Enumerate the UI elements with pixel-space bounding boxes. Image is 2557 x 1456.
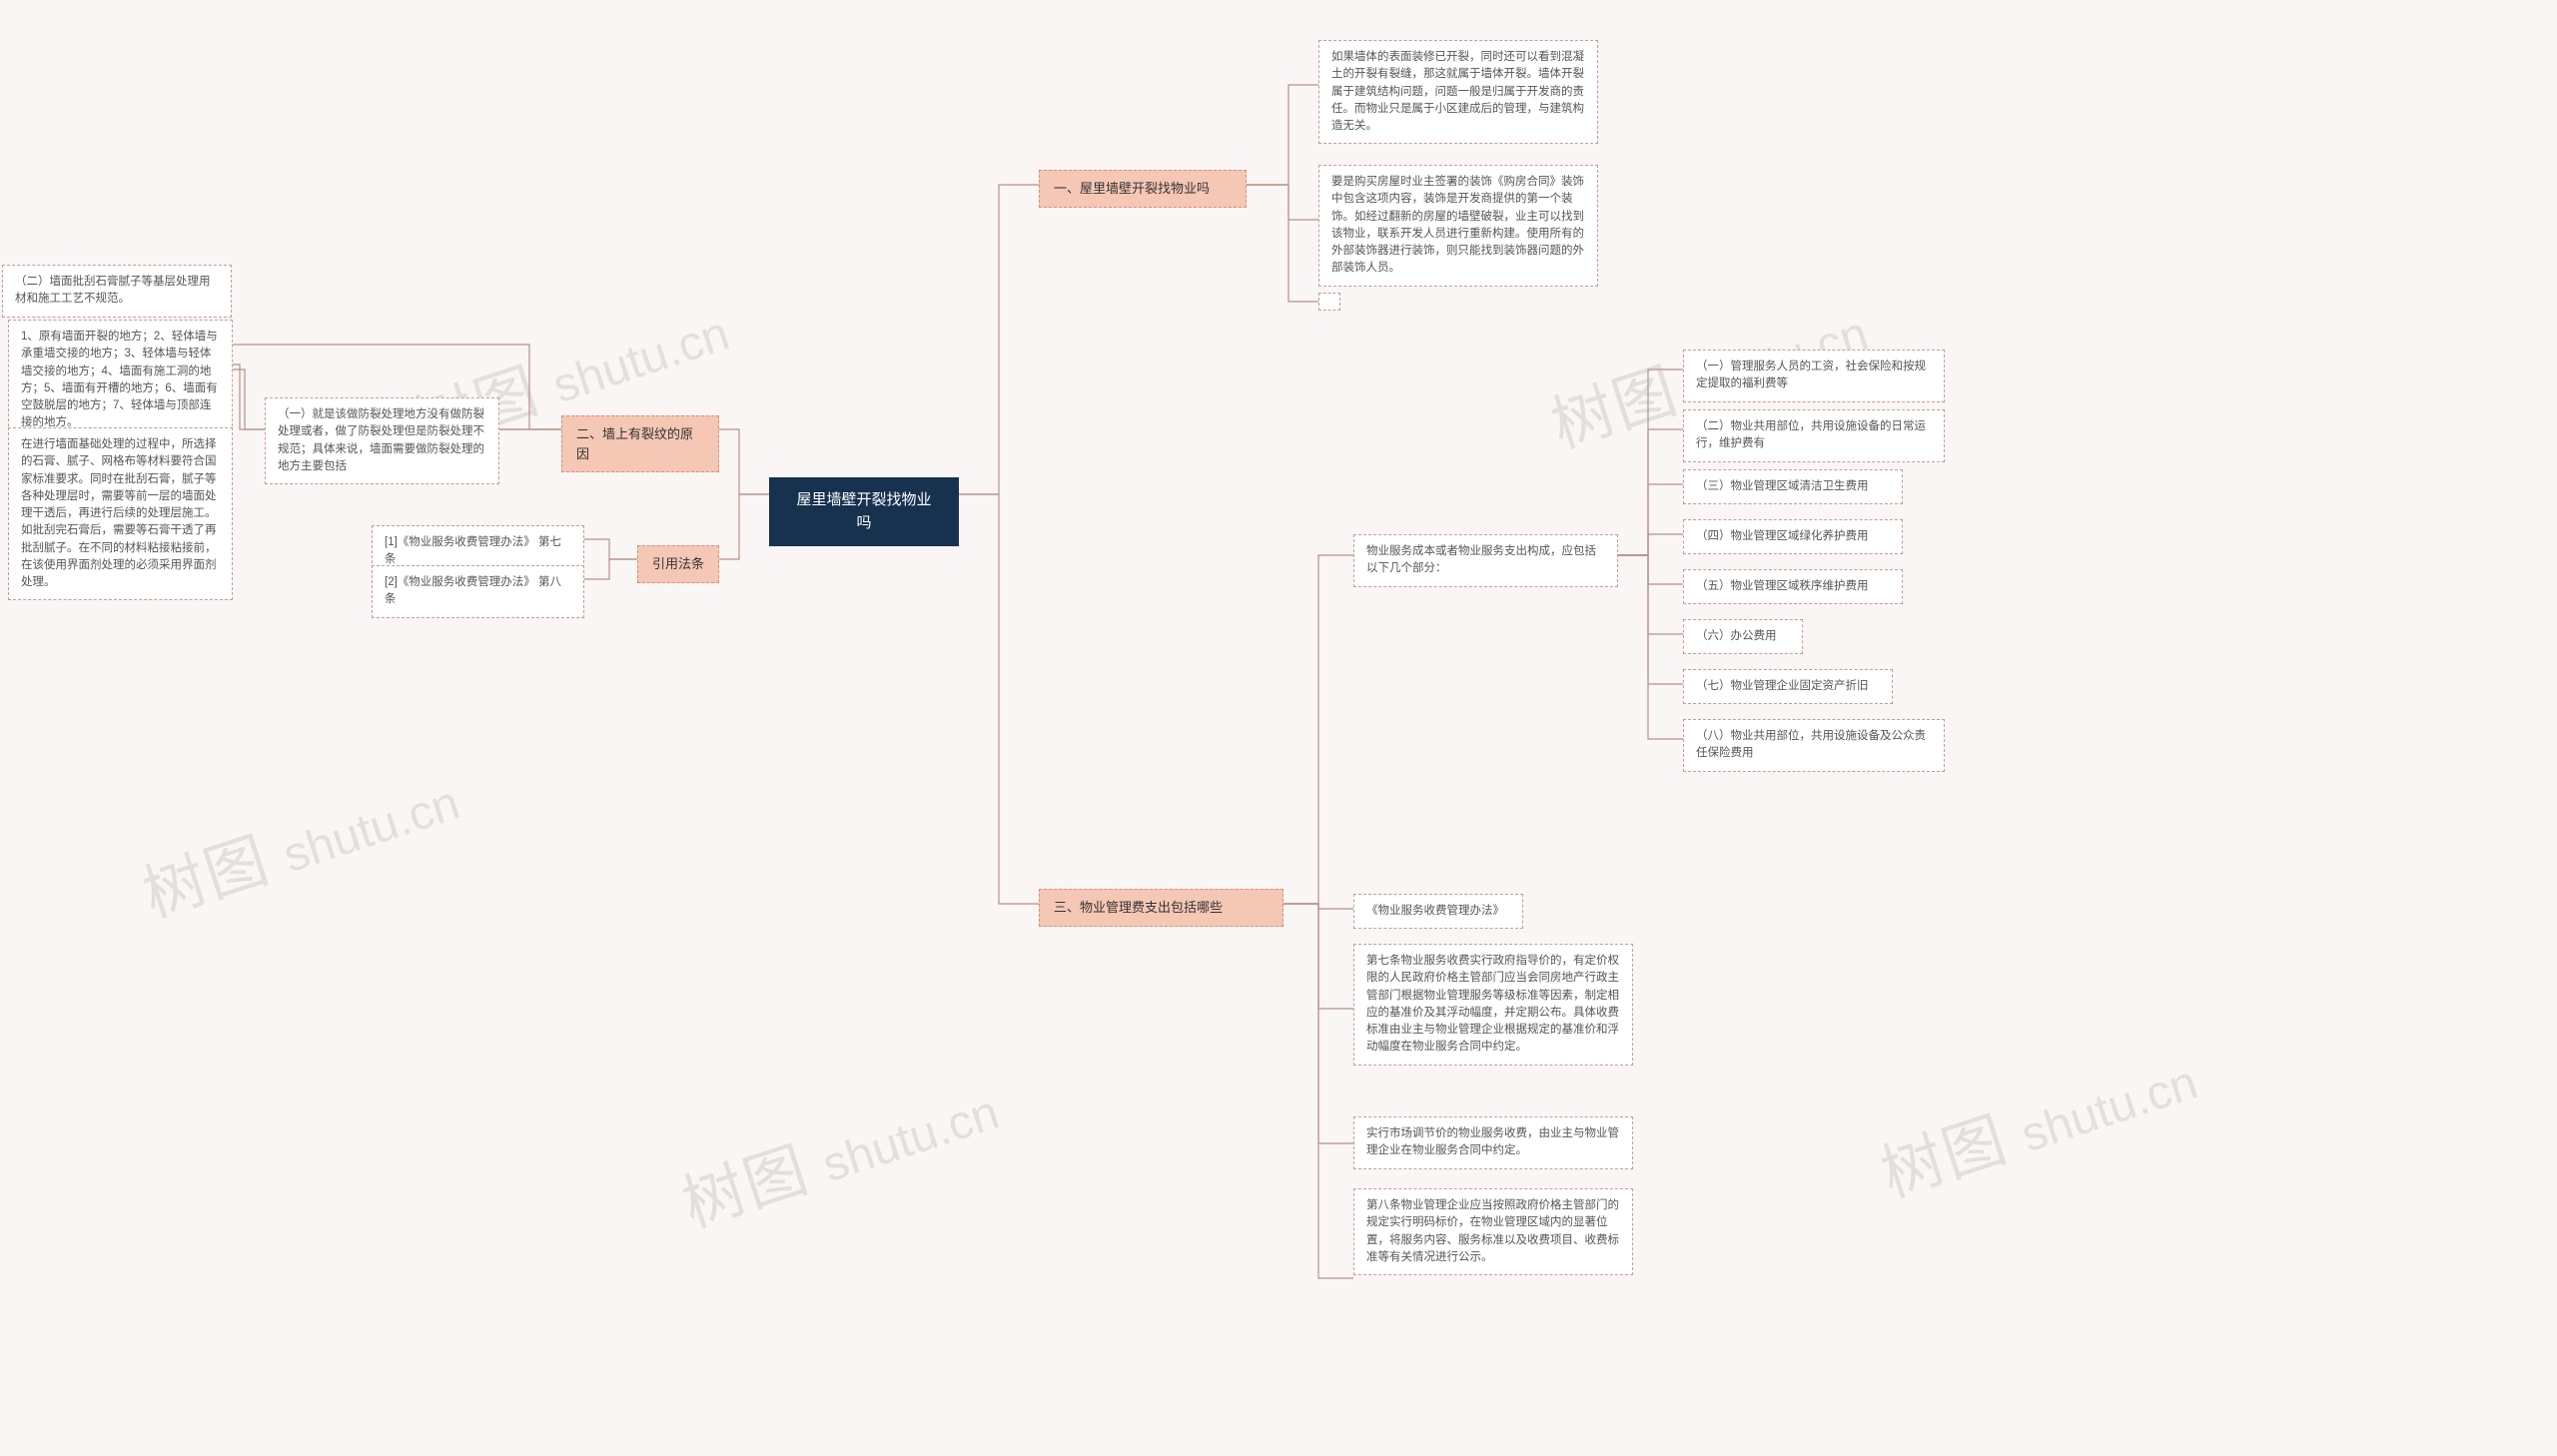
leaf-b4-1-5: （五）物业管理区域秩序维护费用 [1683,569,1903,604]
leaf-b2-2: （二）墙面批刮石膏腻子等基层处理用材和施工工艺不规范。 [2,265,232,318]
branch-2: 二、墙上有裂纹的原因 [561,415,719,472]
leaf-b4-1-3: （三）物业管理区域清洁卫生费用 [1683,469,1903,504]
leaf-b4-1: 物业服务成本或者物业服务支出构成，应包括以下几个部分： [1353,534,1618,587]
leaf-b4-5: 第八条物业管理企业应当按照政府价格主管部门的规定实行明码标价，在物业管理区域内的… [1353,1188,1633,1275]
leaf-b4-2: 《物业服务收费管理办法》 [1353,894,1523,929]
branch-3: 引用法条 [637,545,719,583]
leaf-b4-1-4: （四）物业管理区域绿化养护费用 [1683,519,1903,554]
leaf-b2-1-1: 1、原有墙面开裂的地方；2、轻体墙与承重墙交接的地方；3、轻体墙与轻体墙交接的地… [8,320,233,441]
leaf-b4-1-1: （一）管理服务人员的工资，社会保险和按规定提取的福利费等 [1683,350,1945,402]
leaf-b2-2-1: 在进行墙面基础处理的过程中，所选择的石膏、腻子、网格布等材料要符合国家标准要求。… [8,427,233,600]
branch-4-label: 三、物业管理费支出包括哪些 [1054,900,1223,915]
root-node: 屋里墙壁开裂找物业吗 [769,477,959,546]
watermark: 树图 shutu.cn [669,1058,1008,1244]
leaf-b4-1-7: （七）物业管理企业固定资产折旧 [1683,669,1893,704]
branch-1-label: 一、屋里墙壁开裂找物业吗 [1054,181,1210,196]
leaf-b1-2: 要是购买房屋时业主签署的装饰《购房合同》装饰中包含这项内容，装饰是开发商提供的第… [1318,165,1598,287]
root-label: 屋里墙壁开裂找物业吗 [796,491,931,531]
leaf-b4-1-2: （二）物业共用部位，共用设施设备的日常运行，维护费有 [1683,409,1945,462]
watermark: 树图 shutu.cn [1868,1028,2206,1214]
leaf-b4-4: 实行市场调节价的物业服务收费，由业主与物业管理企业在物业服务合同中约定。 [1353,1116,1633,1169]
leaf-b4-1-8: （八）物业共用部位，共用设施设备及公众责任保险费用 [1683,719,1945,772]
leaf-b1-empty [1318,293,1340,311]
leaf-b4-3: 第七条物业服务收费实行政府指导价的，有定价权限的人民政府价格主管部门应当会同房地… [1353,944,1633,1066]
branch-2-label: 二、墙上有裂纹的原因 [576,426,693,461]
branch-3-label: 引用法条 [652,556,704,571]
watermark: 树图 shutu.cn [130,748,468,935]
branch-1: 一、屋里墙壁开裂找物业吗 [1039,170,1247,208]
leaf-b4-1-6: （六）办公费用 [1683,619,1803,654]
branch-4: 三、物业管理费支出包括哪些 [1039,889,1283,927]
leaf-b2-1: （一）就是该做防裂处理地方没有做防裂处理或者，做了防裂处理但是防裂处理不规范；具… [265,397,499,484]
leaf-b3-2: [2]《物业服务收费管理办法》 第八条 [372,565,584,618]
leaf-b1-1: 如果墙体的表面装修已开裂，同时还可以看到混凝土的开裂有裂缝，那这就属于墙体开裂。… [1318,40,1598,144]
connector-lines [0,0,2557,1456]
